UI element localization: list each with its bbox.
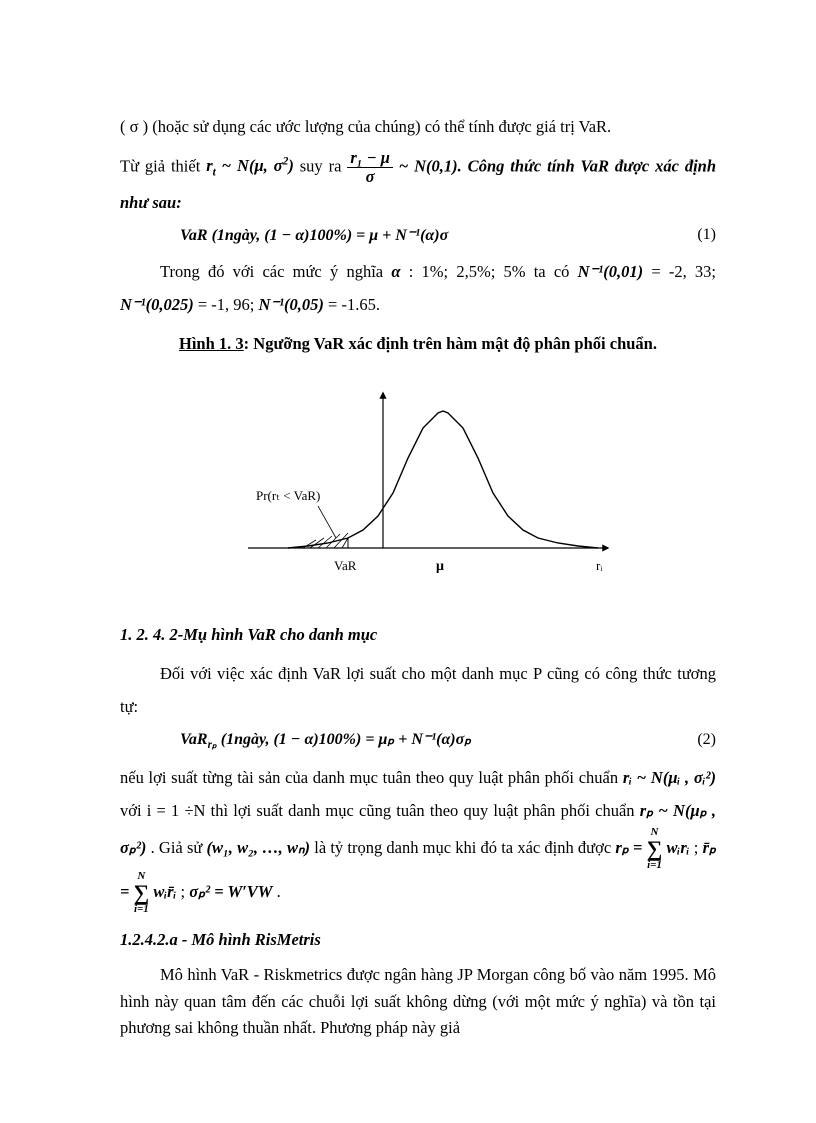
p3-m3: N⁻¹(0,05) [258, 295, 323, 314]
p5-dot: . [277, 882, 281, 901]
eq2-sub: rₚ [208, 739, 217, 751]
sum-1: N ∑ i=1 [647, 827, 663, 871]
p3-c: = -2, 33; [651, 262, 716, 281]
paragraph-4: Đối với việc xác định VaR lợi suất cho m… [120, 657, 716, 723]
p5-c: . Giả sử [151, 838, 207, 857]
equation-2: VaRrₚ (1ngày, (1 − α)100%) = μₚ + N⁻¹(α)… [120, 729, 676, 751]
p5-b: với i = 1 ÷N thì lợi suất danh mục cũng … [120, 801, 640, 820]
figure-caption-text: : Ngưỡng VaR xác định trên hàm mật độ ph… [244, 334, 657, 353]
p2-fraction: r₁ − μ σ [347, 149, 393, 186]
svg-text:VaR: VaR [334, 558, 357, 573]
svg-text:Pr(rₜ < VaR): Pr(rₜ < VaR) [256, 488, 320, 503]
paragraph-2: Từ giả thiết rt ~ N(μ, σ2) suy ra r₁ − μ… [120, 149, 716, 219]
figure-caption-prefix: Hình 1. 3 [179, 334, 244, 353]
paragraph-3: Trong đó với các mức ý nghĩa α : 1%; 2,5… [120, 255, 716, 321]
section-heading-1: 1. 2. 4. 2-Mụ hình VaR cho danh mục [120, 618, 716, 651]
paragraph-6: Mô hình VaR - Riskmetrics được ngân hàng… [120, 962, 716, 1041]
eq2-lhs: VaR [180, 731, 208, 748]
p2-b: suy ra [300, 156, 348, 175]
p3-m1: N⁻¹(0,01) [578, 262, 643, 281]
p2-math-1: rt ~ N(μ, σ2) [206, 156, 294, 175]
p5-a: nếu lợi suất từng tài sản của danh mục t… [120, 768, 623, 787]
sum1-bot: i=1 [647, 860, 662, 871]
paragraph-1: ( σ ) (hoặc sử dụng các ước lượng của ch… [120, 110, 716, 143]
sum1-body: wᵢrᵢ [667, 838, 690, 857]
p5-m1: rᵢ ~ N(μᵢ , σᵢ²) [623, 768, 716, 787]
figure-caption: Hình 1. 3: Ngưỡng VaR xác định trên hàm … [120, 327, 716, 360]
p5-m3: (w₁, w₂, …, wₙ) [207, 838, 311, 857]
p3-m2: N⁻¹(0,025) [120, 295, 194, 314]
equation-1-number: (1) [676, 226, 716, 244]
sum2-body: wᵢr̄ᵢ [153, 882, 176, 901]
p5-d: là tỷ trọng danh mục khi đó ta xác định … [314, 838, 615, 857]
p2-a: Từ giả thiết [120, 156, 206, 175]
normal-density-chart: Pr(rₜ < VaR) VaR μ rᵢ [208, 378, 628, 608]
density-chart-container: Pr(rₜ < VaR) VaR μ rᵢ [120, 378, 716, 608]
equation-2-number: (2) [676, 731, 716, 749]
eq2-rest: (1ngày, (1 − α)100%) = μₚ + N⁻¹(α)σₚ [217, 731, 471, 748]
equation-2-row: VaRrₚ (1ngày, (1 − α)100%) = μₚ + N⁻¹(α)… [120, 729, 716, 751]
sum1-lhs: rₚ = [615, 838, 646, 857]
equation-1: VaR (1ngày, (1 − α)100%) = μ + N⁻¹(α)σ [120, 225, 676, 245]
sum2-bot: i=1 [134, 904, 149, 915]
sep-2: ; [181, 882, 190, 901]
svg-text:μ: μ [436, 559, 444, 574]
svg-text:rᵢ: rᵢ [596, 558, 603, 573]
p3-e: = -1.65. [328, 295, 380, 314]
sigma-eq: σₚ² = W′VW [189, 882, 272, 901]
equation-1-row: VaR (1ngày, (1 − α)100%) = μ + N⁻¹(α)σ (… [120, 225, 716, 245]
paragraph-5: nếu lợi suất từng tài sản của danh mục t… [120, 761, 716, 915]
frac-den: σ [363, 168, 378, 186]
p3-alpha: α [391, 262, 400, 281]
section-heading-2: 1.2.4.2.a - Mô hình RisMetris [120, 923, 716, 956]
sep-1: ; [694, 838, 703, 857]
sum-2: N ∑ i=1 [134, 871, 150, 915]
p3-a: Trong đó với các mức ý nghĩa [160, 262, 391, 281]
p3-b: : 1%; 2,5%; 5% ta có [409, 262, 578, 281]
frac-num: r₁ − μ [347, 149, 393, 168]
p3-d: = -1, 96; [198, 295, 259, 314]
